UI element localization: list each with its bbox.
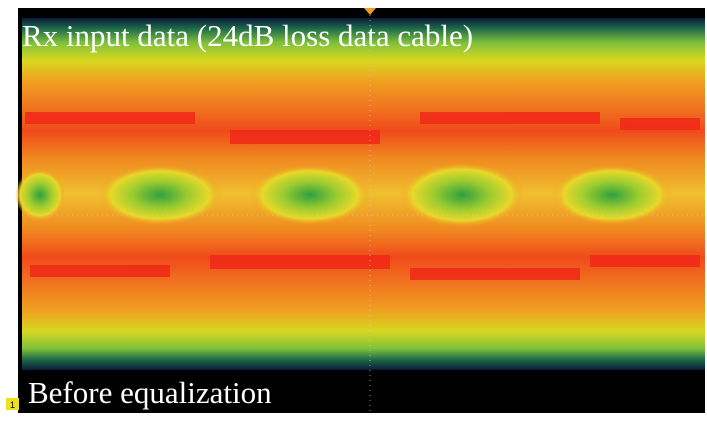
scope-screen: Rx input data (24dB loss data cable) Bef…	[0, 0, 707, 421]
title: Rx input data (24dB loss data cable)	[22, 18, 473, 53]
channel-marker: 1	[10, 400, 15, 410]
caption: Before equalization	[28, 375, 272, 410]
page: Rx input data (24dB loss data cable) Bef…	[0, 0, 707, 421]
